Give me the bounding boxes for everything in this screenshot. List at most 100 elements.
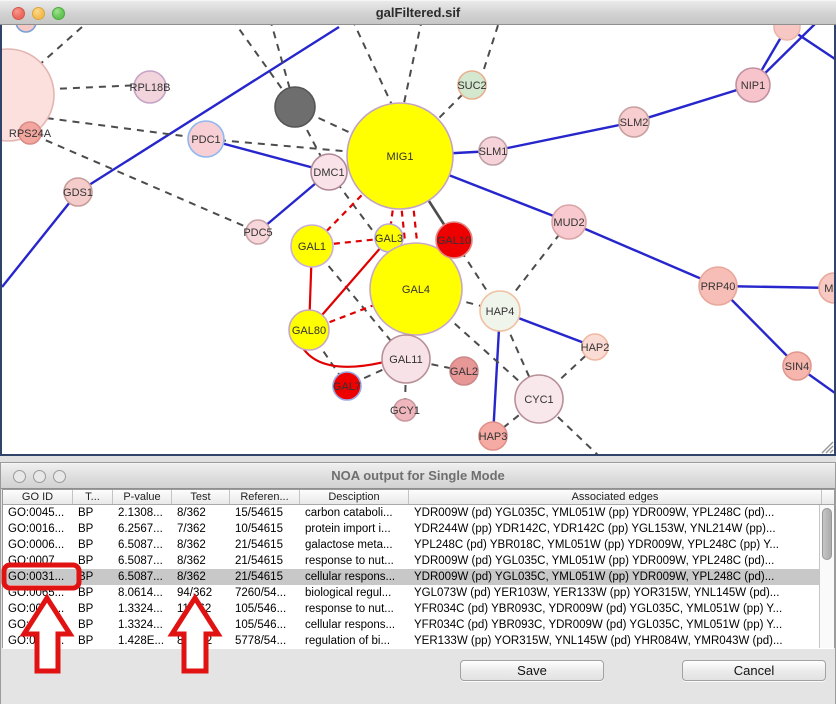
graph-edge — [21, 129, 259, 233]
noa-output-window: NOA output for Single Mode GO ID T... P-va… — [0, 462, 836, 704]
graph-edge — [351, 18, 393, 106]
network-canvas[interactable]: RPL18B RPS24A GDS1 PDC1 PDC5 MIG1 SUC2 DMC1 SLM1… — [0, 11, 836, 458]
node-GCY1[interactable] — [393, 398, 417, 422]
table-row[interactable]: GO:0065... BP 8.0614... 94/362 7260/54... bio… — [3, 585, 834, 601]
node-SUC2[interactable] — [457, 70, 487, 100]
node-RPL18B[interactable] — [133, 70, 167, 104]
graph-edge — [300, 344, 385, 368]
node-unlabeled[interactable] — [15, 11, 37, 33]
minimize-button[interactable] — [32, 7, 45, 20]
column-header[interactable]: Associated edges — [409, 490, 822, 504]
column-header[interactable]: Referen... — [230, 490, 300, 504]
resize-grip-icon[interactable] — [821, 441, 834, 454]
node-MUD2[interactable] — [551, 204, 587, 240]
table-row[interactable]: GO:0031... BP 1.3324... 11/362 105/546... res… — [3, 601, 834, 617]
close-button[interactable] — [12, 7, 25, 20]
table-cell: 6.5087... — [118, 571, 163, 583]
node-SLM1[interactable] — [478, 136, 508, 166]
node-label: MIG1 — [387, 151, 414, 163]
network-graph: RPL18B RPS24A GDS1 PDC1 PDC5 MIG1 SUC2 DMC1 SLM1… — [0, 11, 836, 458]
column-header[interactable]: Desciption — [300, 490, 409, 504]
node-GAL80[interactable] — [288, 309, 330, 351]
node-MIG1[interactable] — [346, 102, 454, 210]
save-button[interactable]: Save — [460, 660, 604, 681]
node-PDC1[interactable] — [187, 120, 225, 158]
table-cell: BP — [78, 603, 94, 615]
table-row[interactable]: GO:0031... BP 6.5087... 8/362 21/54615 cellul… — [3, 569, 834, 585]
graph-edge — [231, 18, 296, 108]
column-header[interactable]: T... — [73, 490, 113, 504]
network-window: galFiltered.sif RPL18B RPS24A GDS1 PDC1 PDC5… — [0, 0, 836, 458]
node-unlabeled[interactable] — [773, 13, 801, 41]
table-cell: 5778/54... — [235, 635, 287, 647]
minimize-button[interactable] — [33, 470, 46, 483]
node-CYC1[interactable] — [514, 374, 564, 424]
column-header[interactable]: GO ID — [3, 490, 73, 504]
node-GAL1[interactable] — [290, 224, 334, 268]
table-cell: response to nut... — [305, 555, 394, 567]
node-unlabeled[interactable] — [274, 86, 316, 128]
cancel-button[interactable]: Cancel — [682, 660, 826, 681]
network-window-titlebar[interactable]: galFiltered.sif — [0, 0, 836, 25]
graph-edge — [405, 358, 465, 372]
graph-edge — [492, 120, 635, 153]
node-HAP4[interactable] — [479, 290, 521, 332]
node-NIP1[interactable] — [735, 67, 771, 103]
table-cell: BP — [78, 523, 94, 535]
graph-edge — [7, 84, 143, 92]
node-GAL7[interactable] — [332, 371, 362, 401]
noa-window-titlebar[interactable]: NOA output for Single Mode — [1, 463, 835, 489]
node-PDC5[interactable] — [245, 219, 271, 245]
zoom-button[interactable] — [52, 7, 65, 20]
graph-edge — [1, 191, 79, 288]
node-unlabeled[interactable] — [0, 48, 55, 142]
table-row[interactable]: GO:0006... BP 6.5087... 8/362 21/54615 galact… — [3, 537, 834, 553]
node-label: HAP2 — [581, 342, 610, 354]
table-cell: 1.3324... — [118, 603, 163, 615]
zoom-button[interactable] — [53, 470, 66, 483]
graph-edge — [205, 137, 330, 174]
table-cell: 8.0614... — [118, 587, 163, 599]
column-header[interactable]: Test — [172, 490, 230, 504]
table-cell: 6.5087... — [118, 539, 163, 551]
table-cell: GO:0007... — [8, 555, 65, 567]
node-label: SIN4 — [785, 361, 809, 373]
node-label: PDC1 — [191, 134, 220, 146]
table-cell: 8/362 — [177, 507, 206, 519]
scrollbar-thumb[interactable] — [822, 508, 832, 560]
graph-edge — [492, 398, 540, 437]
table-cell: 1.428E... — [118, 635, 165, 647]
results-table: GO ID T... P-value Test Referen... Desciption… — [2, 489, 835, 649]
node-SLM2[interactable] — [618, 106, 650, 138]
vertical-scrollbar[interactable] — [819, 505, 834, 648]
node-GAL11[interactable] — [381, 334, 431, 384]
graph-edge — [308, 287, 417, 332]
node-label: GAL4 — [402, 284, 430, 296]
table-row[interactable]: GO:0050... BP 1.428E... 80/362 5778/54... reg… — [3, 633, 834, 649]
node-RPS24A[interactable] — [18, 121, 42, 145]
node-GAL10[interactable] — [435, 221, 473, 259]
graph-edge — [403, 18, 423, 104]
table-row[interactable]: GO:0045... BP 2.1308... 8/362 15/54615 carbon… — [3, 505, 834, 521]
table-row[interactable]: GO:0031... BP 1.3324... 11/362 105/546... cel… — [3, 617, 834, 633]
node-DMC1[interactable] — [310, 153, 348, 191]
node-PRP40[interactable] — [698, 266, 738, 306]
table-row[interactable]: GO:0016... BP 6.2567... 7/362 10/54615 protei… — [3, 521, 834, 537]
table-cell: GO:0045... — [8, 507, 65, 519]
table-row[interactable]: GO:0007... BP 6.5087... 8/362 21/54615 respon… — [3, 553, 834, 569]
graph-edge — [491, 310, 502, 437]
node-GAL4[interactable] — [369, 242, 463, 336]
node-label: HAP4 — [486, 306, 515, 318]
node-SIN4[interactable] — [782, 351, 812, 381]
graph-edge — [11, 26, 83, 90]
node-label: NIP1 — [741, 80, 765, 92]
node-HAP2[interactable] — [581, 333, 609, 361]
window-title: NOA output for Single Mode — [331, 468, 505, 483]
node-GAL2[interactable] — [449, 356, 479, 386]
table-cell: BP — [78, 539, 94, 551]
node-GDS1[interactable] — [63, 177, 93, 207]
node-HAP3[interactable] — [478, 421, 508, 451]
column-header[interactable]: P-value — [113, 490, 172, 504]
close-button[interactable] — [13, 470, 26, 483]
node-label: GAL2 — [450, 366, 478, 378]
